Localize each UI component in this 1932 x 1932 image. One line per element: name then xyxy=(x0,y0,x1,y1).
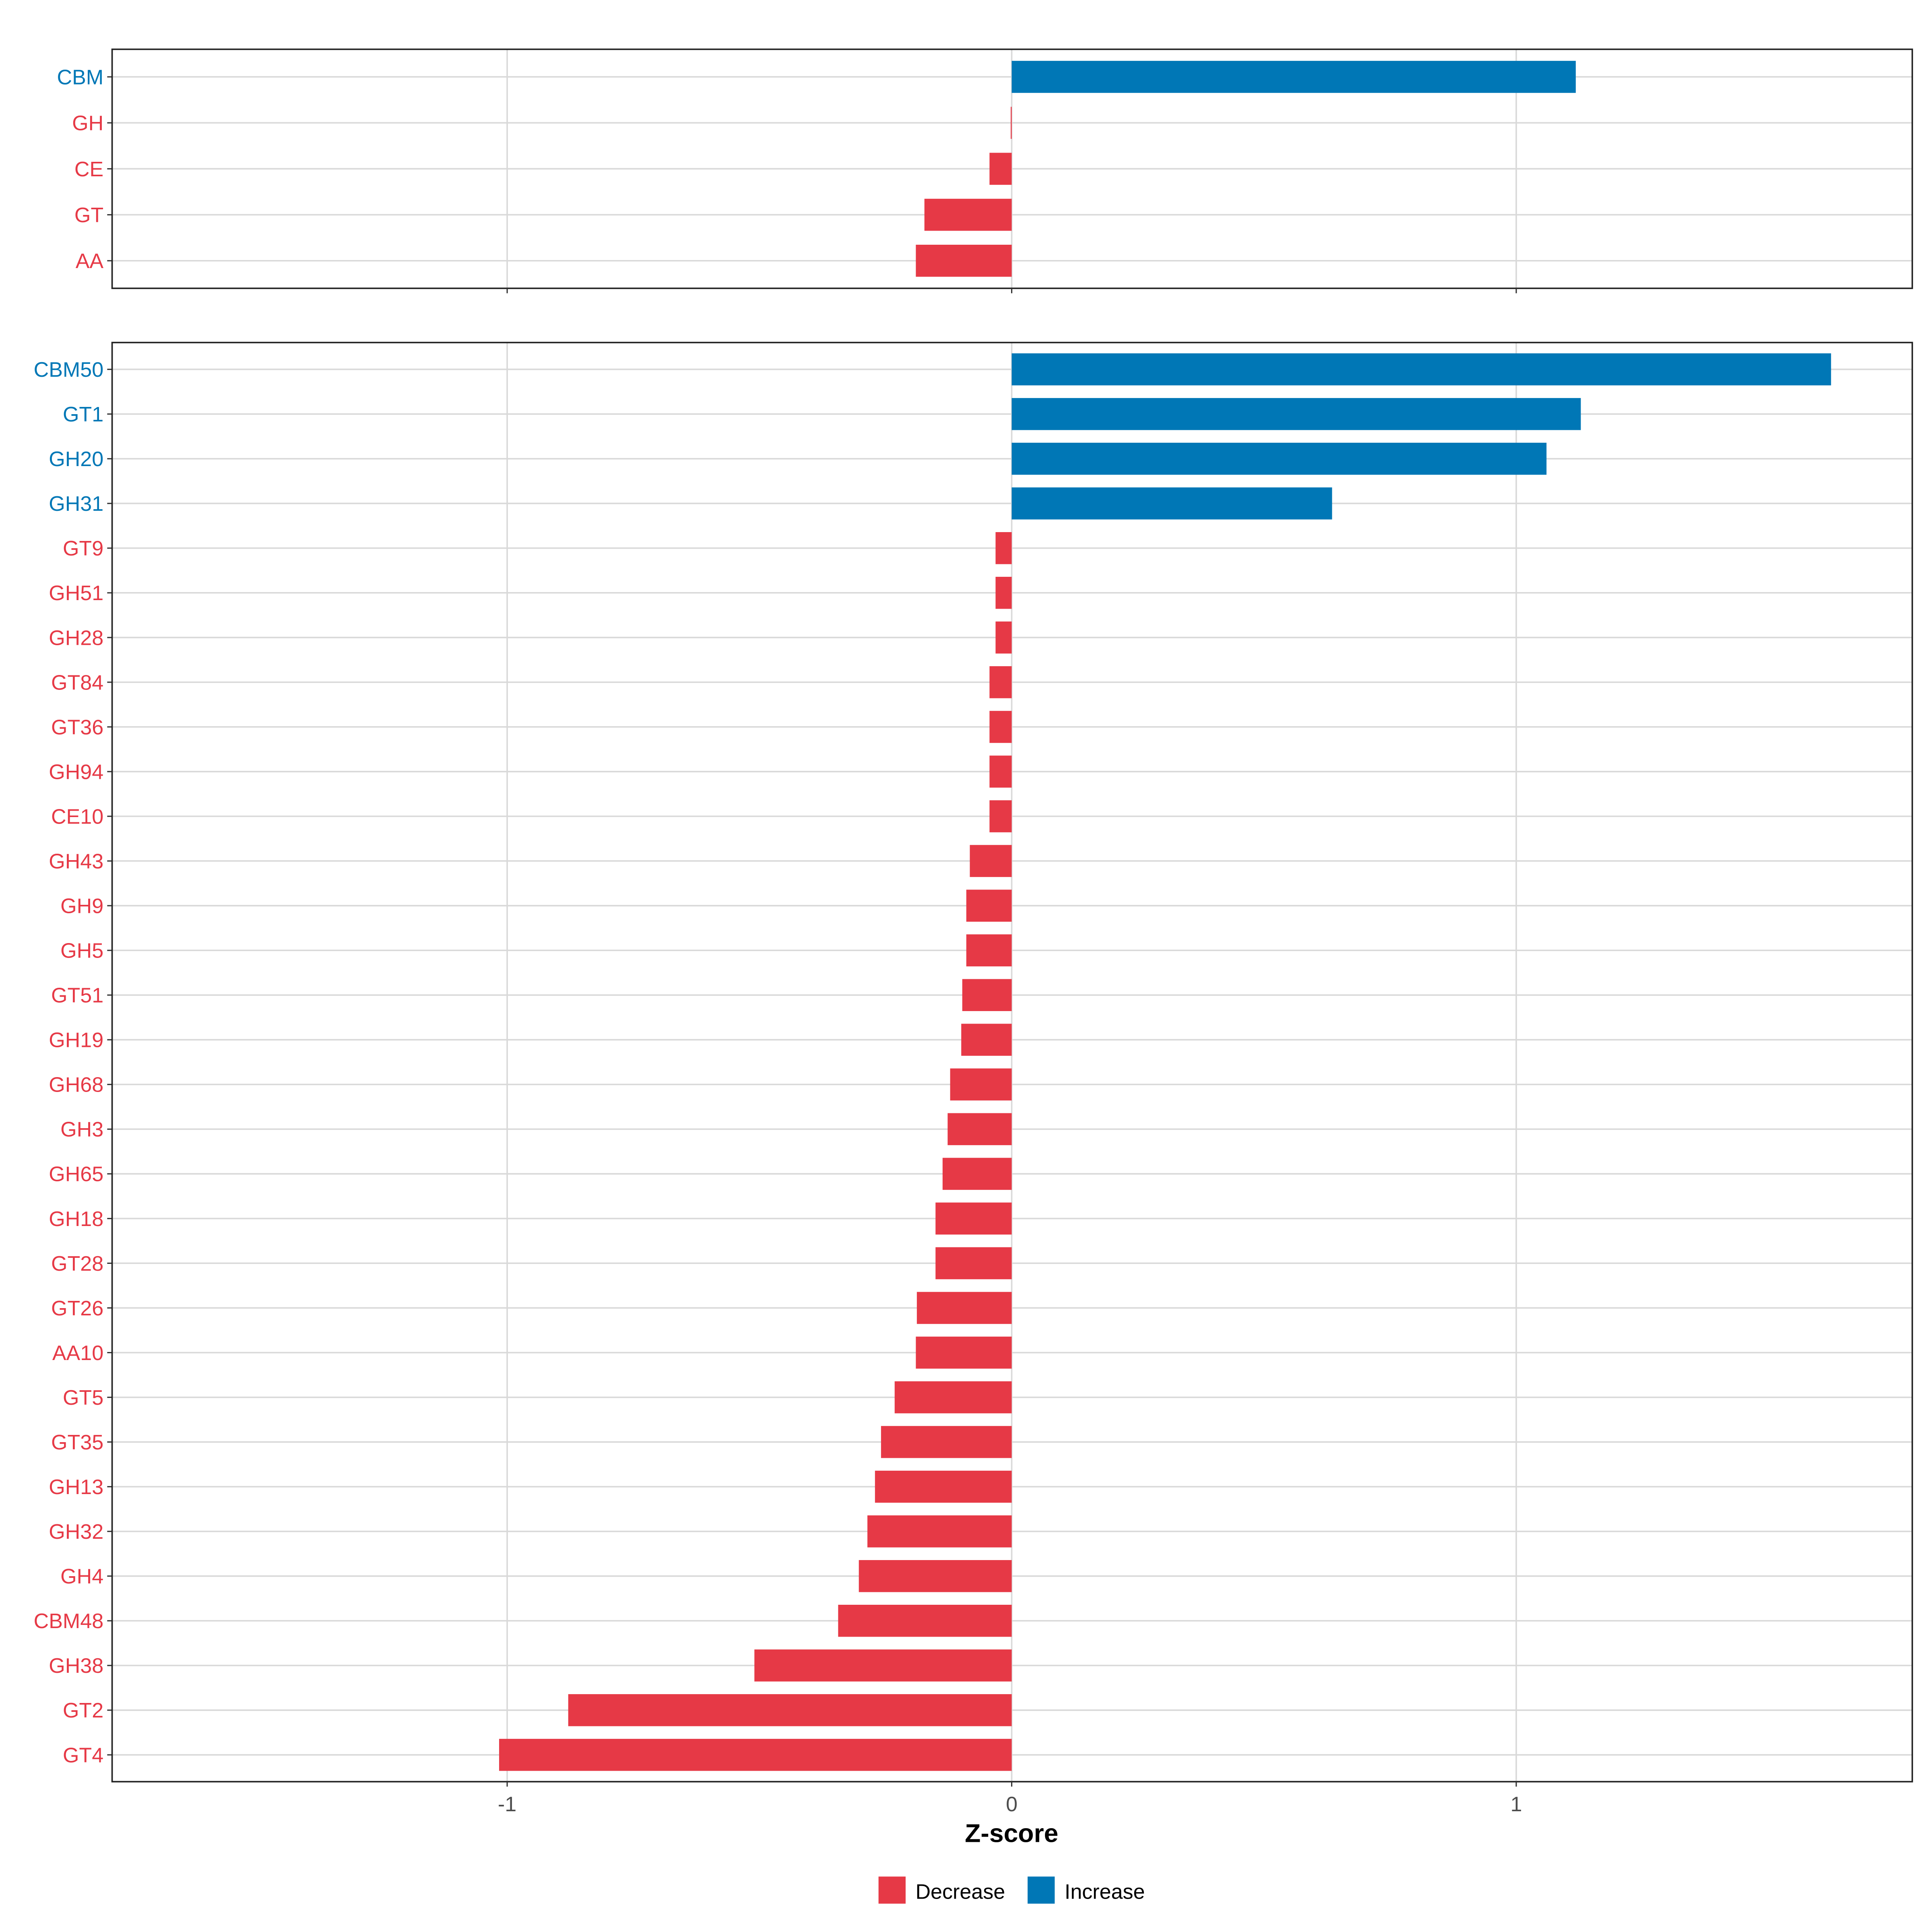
legend: Decrease Increase xyxy=(878,1876,1145,1904)
bar-gt84 xyxy=(989,666,1012,698)
bar-cbm48 xyxy=(838,1604,1012,1637)
y-tick-label: GH19 xyxy=(49,1029,103,1052)
bar-gh3 xyxy=(947,1113,1012,1146)
y-tick-label: GT35 xyxy=(51,1431,103,1454)
y-tick-label: GH20 xyxy=(49,448,103,471)
bar-gt5 xyxy=(894,1381,1012,1414)
bar-gh19 xyxy=(961,1024,1012,1056)
legend-label-decrease: Decrease xyxy=(915,1880,1005,1903)
y-tick-label: GT9 xyxy=(63,537,103,560)
bar-gt xyxy=(924,198,1012,231)
y-tick-label: GH51 xyxy=(49,582,103,605)
y-tick-label: AA10 xyxy=(52,1342,103,1365)
bar-gh65 xyxy=(942,1158,1012,1190)
bar-gh28 xyxy=(995,621,1012,654)
y-tick-label: AA xyxy=(76,250,104,273)
bar-gh xyxy=(1011,107,1012,139)
bar-gh18 xyxy=(935,1202,1012,1235)
y-tick-label: GH3 xyxy=(60,1118,103,1141)
y-tick-label: GT51 xyxy=(51,984,103,1007)
bar-aa10 xyxy=(916,1336,1012,1369)
bar-gh5 xyxy=(966,934,1012,966)
bar-aa xyxy=(916,245,1012,277)
y-tick-label: CBM50 xyxy=(34,358,104,382)
y-tick-label: CE10 xyxy=(51,805,103,828)
y-tick-label: CBM48 xyxy=(34,1610,104,1633)
y-tick-label: CE xyxy=(74,158,103,181)
y-tick-label: GH13 xyxy=(49,1476,103,1499)
bar-gt36 xyxy=(989,711,1012,743)
panel-bottom: CBM50 GT1 GH20 GH31 GT9 GH51 GH28 GT84 GT36 GH94 C… xyxy=(34,342,1913,1787)
bar-gt26 xyxy=(916,1292,1012,1324)
bar-gh68 xyxy=(950,1068,1012,1101)
bar-gh13 xyxy=(875,1470,1012,1503)
bar-cbm50 xyxy=(1011,353,1831,386)
bar-gh31 xyxy=(1011,487,1332,520)
y-tick-label: GH38 xyxy=(49,1654,103,1678)
bar-gh51 xyxy=(995,577,1012,609)
bar-cbm xyxy=(1011,61,1576,93)
y-tick-label: GH4 xyxy=(60,1565,103,1588)
y-tick-label: GH43 xyxy=(49,850,103,873)
y-tick-label: GT36 xyxy=(51,716,103,739)
y-tick-label: CBM xyxy=(57,66,104,89)
x-tick-label: 1 xyxy=(1511,1793,1522,1816)
legend-label-increase: Increase xyxy=(1065,1880,1145,1903)
panel-top: CBM GH CE GT AA xyxy=(57,48,1913,293)
bar-ce xyxy=(989,153,1012,185)
x-axis-title: Z-score xyxy=(965,1819,1058,1848)
y-tick-label: GH31 xyxy=(49,492,103,516)
bar-gh32 xyxy=(867,1515,1012,1548)
bar-gt4 xyxy=(499,1739,1012,1771)
bar-gh43 xyxy=(970,845,1012,877)
bar-gt2 xyxy=(568,1694,1012,1726)
y-tick-label: GH xyxy=(72,112,103,135)
y-tick-label: GT xyxy=(74,204,103,227)
x-tick-label: -1 xyxy=(498,1793,516,1816)
y-tick-label: GH94 xyxy=(49,760,103,784)
bar-gh20 xyxy=(1011,442,1547,475)
y-tick-label: GH68 xyxy=(49,1073,103,1097)
bar-gt28 xyxy=(935,1247,1012,1280)
bar-gt9 xyxy=(995,532,1012,564)
y-tick-label: GT26 xyxy=(51,1297,103,1320)
y-tick-label: GH28 xyxy=(49,626,103,650)
y-tick-label: GH18 xyxy=(49,1208,103,1231)
y-tick-label: GT4 xyxy=(63,1744,103,1767)
y-tick-label: GT84 xyxy=(51,671,103,694)
x-tick-label: 0 xyxy=(1006,1793,1018,1816)
bar-gt35 xyxy=(881,1426,1012,1458)
y-tick-label: GT2 xyxy=(63,1699,103,1722)
legend-swatch-increase xyxy=(1028,1876,1055,1904)
y-tick-label: GT1 xyxy=(63,403,103,426)
y-tick-label: GT28 xyxy=(51,1252,103,1276)
bar-gh9 xyxy=(966,890,1012,922)
y-tick-label: GH65 xyxy=(49,1163,103,1186)
y-tick-label: GH32 xyxy=(49,1520,103,1544)
y-tick-label: GH5 xyxy=(60,939,103,963)
bar-gh38 xyxy=(754,1649,1012,1682)
bar-gh4 xyxy=(859,1560,1012,1592)
y-tick-label: GT5 xyxy=(63,1386,103,1410)
bar-gt1 xyxy=(1011,398,1581,430)
legend-swatch-decrease xyxy=(878,1876,906,1904)
bar-gh94 xyxy=(989,755,1012,788)
bar-ce10 xyxy=(989,800,1012,832)
y-tick-label: GH9 xyxy=(60,895,103,918)
bar-gt51 xyxy=(962,979,1012,1011)
